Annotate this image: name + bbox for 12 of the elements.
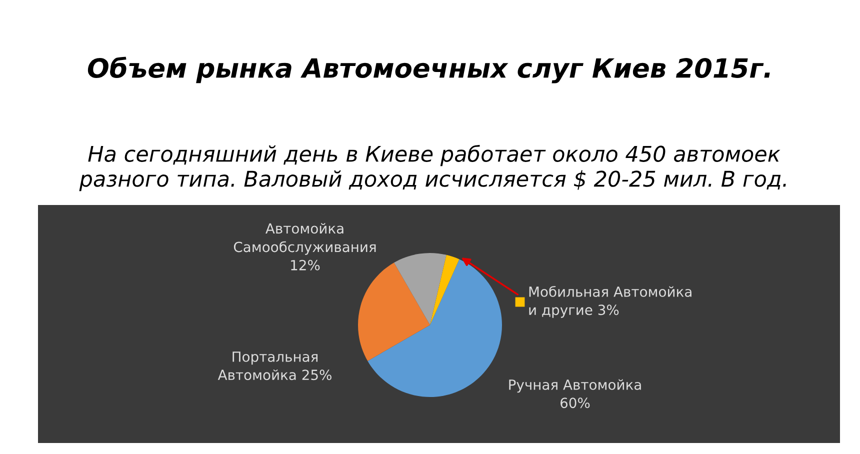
legend-label: Мобильная Автомойка и другие 3% — [529, 286, 692, 318]
chart-subtitle: На сегодняшний день в Киеве работает около 450 автомоек разного типа. Валовый доход исчисляется $ 20-25 мил. В год. — [79, 144, 786, 192]
pie-slice — [430, 254, 460, 325]
data-label: 60% — [560, 398, 590, 408]
slice-label: Ручная Автомойка — [509, 379, 641, 393]
data-label: 12% — [291, 260, 320, 270]
pie-slice — [358, 262, 430, 361]
pie-slice — [368, 259, 502, 397]
slice-label: Автомойка Самообслуживания — [234, 222, 376, 255]
pie-slice — [394, 253, 446, 325]
chart-title: Объем рынка Автомоечных слуг Киев 2015г. — [88, 56, 770, 84]
slice-label: Портальная Автомойка 25% — [218, 352, 332, 380]
